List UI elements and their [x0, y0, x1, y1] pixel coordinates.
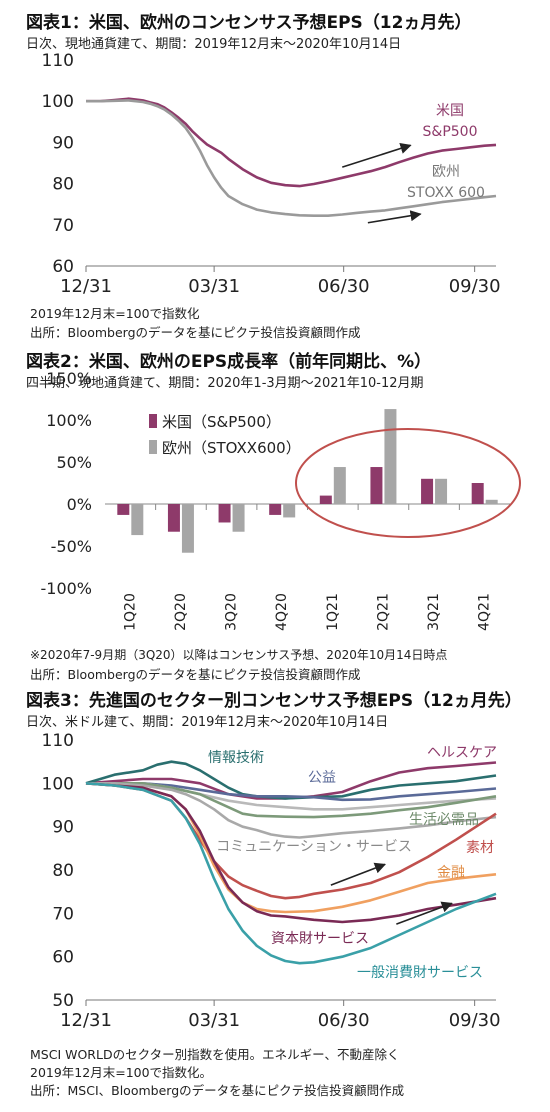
x-tick-label: 4Q21 [477, 593, 493, 631]
y-tick-label: 60 [52, 948, 74, 968]
x-tick-label: 03/31 [188, 276, 240, 297]
y-tick-label: 110 [42, 51, 74, 71]
series-line [85, 782, 497, 965]
chart3-note2: 2019年12月末=100で指数化。 [30, 1065, 213, 1080]
x-tick-label: 1Q20 [122, 593, 138, 631]
series-label: 生活必需品 [409, 812, 479, 828]
y-tick-label: 80 [52, 175, 74, 195]
chart2-plot: -100% -50% 0% 50% 100% 150% 1Q20 2Q20 3Q20 4Q20 1Q… [40, 369, 521, 631]
trend-arrow [396, 901, 453, 925]
y-tick-label: 100% [46, 411, 92, 430]
bar [435, 478, 448, 504]
x-tick-label: 12/31 [60, 276, 112, 297]
trend-arrow [367, 210, 422, 224]
bar [131, 504, 144, 536]
series-label: 米国 [436, 103, 464, 119]
series-line [86, 782, 497, 839]
series-line [86, 97, 497, 188]
chart1-plot: 60 70 80 90 100 110 12/31 03/31 06/30 09/30 米国 S&P5… [42, 51, 501, 297]
series-line [86, 99, 497, 217]
y-tick-label: 70 [52, 904, 74, 924]
x-tick-label: 2Q20 [173, 593, 189, 631]
y-tick-label: 90 [52, 818, 74, 838]
series-label: 資本財サービス [271, 931, 369, 947]
bar [167, 504, 180, 532]
bar [471, 483, 484, 504]
x-tick-label: 06/30 [318, 1010, 370, 1031]
bar [283, 504, 296, 518]
series-label: 素材 [466, 840, 494, 856]
series-label: 公益 [308, 770, 336, 786]
x-tick-label: 4Q20 [274, 593, 290, 631]
y-tick-label: 70 [52, 216, 74, 236]
chart3-source: 出所：MSCI、Bloombergのデータを基にピクテ投信投資顧問作成 [30, 1083, 405, 1098]
series-line [85, 782, 497, 924]
bar [232, 504, 245, 532]
chart2-note: ※2020年7-9月期（3Q20）以降はコンセンサス予想、2020年10月14日… [30, 648, 448, 662]
bar [485, 499, 498, 504]
legend-label: 米国（S&P500） [162, 413, 281, 431]
chart2-title: 図表2：米国、欧州のEPS成長率（前年同期比、%） [26, 352, 432, 372]
x-tick-label: 09/30 [449, 1010, 501, 1031]
x-tick-label: 06/30 [318, 276, 370, 297]
y-tick-label: 0% [67, 495, 92, 514]
chart3-plot: 50 60 70 80 90 100 110 12/31 03/31 06/30 09/30 ヘルスケ… [42, 731, 501, 1031]
y-tick-label: 110 [42, 731, 74, 751]
chart1-note: 2019年12月末=100で指数化 [30, 306, 200, 321]
series-label: 金融 [437, 865, 465, 881]
series-label: コミュニケーション・サービス [216, 839, 412, 855]
chart2-source: 出所：Bloombergのデータを基にピクテ投信投資顧問作成 [30, 667, 361, 682]
bar [269, 504, 282, 515]
y-tick-label: 150% [46, 369, 92, 388]
x-tick-label: 2Q21 [375, 593, 391, 631]
y-tick-label: 80 [52, 861, 74, 881]
chart3-note: MSCI WORLDのセクター別指数を使用。エネルギー、不動産除く [30, 1047, 400, 1062]
bar [117, 504, 130, 515]
bar [181, 504, 194, 553]
y-tick-label: 60 [52, 257, 74, 277]
series-label: 欧州 [432, 164, 460, 180]
chart3-title: 図表3：先進国のセクター別コンセンサス予想EPS（12ヵ月先） [26, 691, 522, 711]
chart1-subtitle: 日次、現地通貨建て、期間：2019年12月末～2020年10月14日 [26, 37, 402, 52]
series-label: S&P500 [423, 124, 478, 140]
chart2-subtitle: 四半期、現地通貨建て、期間：2020年1-3月期～2021年10-12月期 [26, 376, 424, 391]
series-label: 一般消費財サービス [357, 965, 483, 981]
x-tick-label: 03/31 [188, 1010, 240, 1031]
series-label: 情報技術 [208, 750, 264, 766]
trend-arrow [330, 862, 387, 886]
bar [333, 467, 346, 504]
series-line [86, 782, 497, 819]
bar [319, 495, 332, 504]
y-tick-label: 90 [52, 133, 74, 153]
x-tick-label: 09/30 [449, 276, 501, 297]
chart1-source: 出所：Bloombergのデータを基にピクテ投信投資顧問作成 [30, 325, 361, 340]
bar [384, 409, 397, 504]
y-tick-label: 100 [42, 92, 74, 112]
y-tick-label: -50% [51, 537, 92, 556]
legend-swatch [149, 440, 157, 454]
x-tick-label: 12/31 [60, 1010, 112, 1031]
legend-label: 欧州（STOXX600） [162, 439, 301, 457]
y-tick-label: -100% [40, 579, 92, 598]
x-tick-label: 3Q20 [224, 593, 240, 631]
trend-arrow [342, 143, 412, 168]
y-tick-label: 50% [56, 453, 92, 472]
x-tick-label: 3Q21 [426, 593, 442, 631]
bar [218, 504, 231, 523]
highlight-ellipse [295, 428, 521, 538]
bar [421, 478, 434, 504]
series-label: ヘルスケア [427, 745, 497, 761]
chart1-title: 図表1：米国、欧州のコンセンサス予想EPS（12ヵ月先） [26, 13, 472, 33]
chart3-subtitle: 日次、米ドル建て、期間：2019年12月末～2020年10月14日 [26, 715, 389, 730]
bar [370, 467, 383, 504]
y-tick-label: 50 [52, 991, 74, 1011]
y-tick-label: 100 [42, 774, 74, 794]
series-label: STOXX 600 [407, 185, 485, 201]
legend-swatch [149, 414, 157, 428]
x-tick-label: 1Q21 [325, 593, 341, 631]
